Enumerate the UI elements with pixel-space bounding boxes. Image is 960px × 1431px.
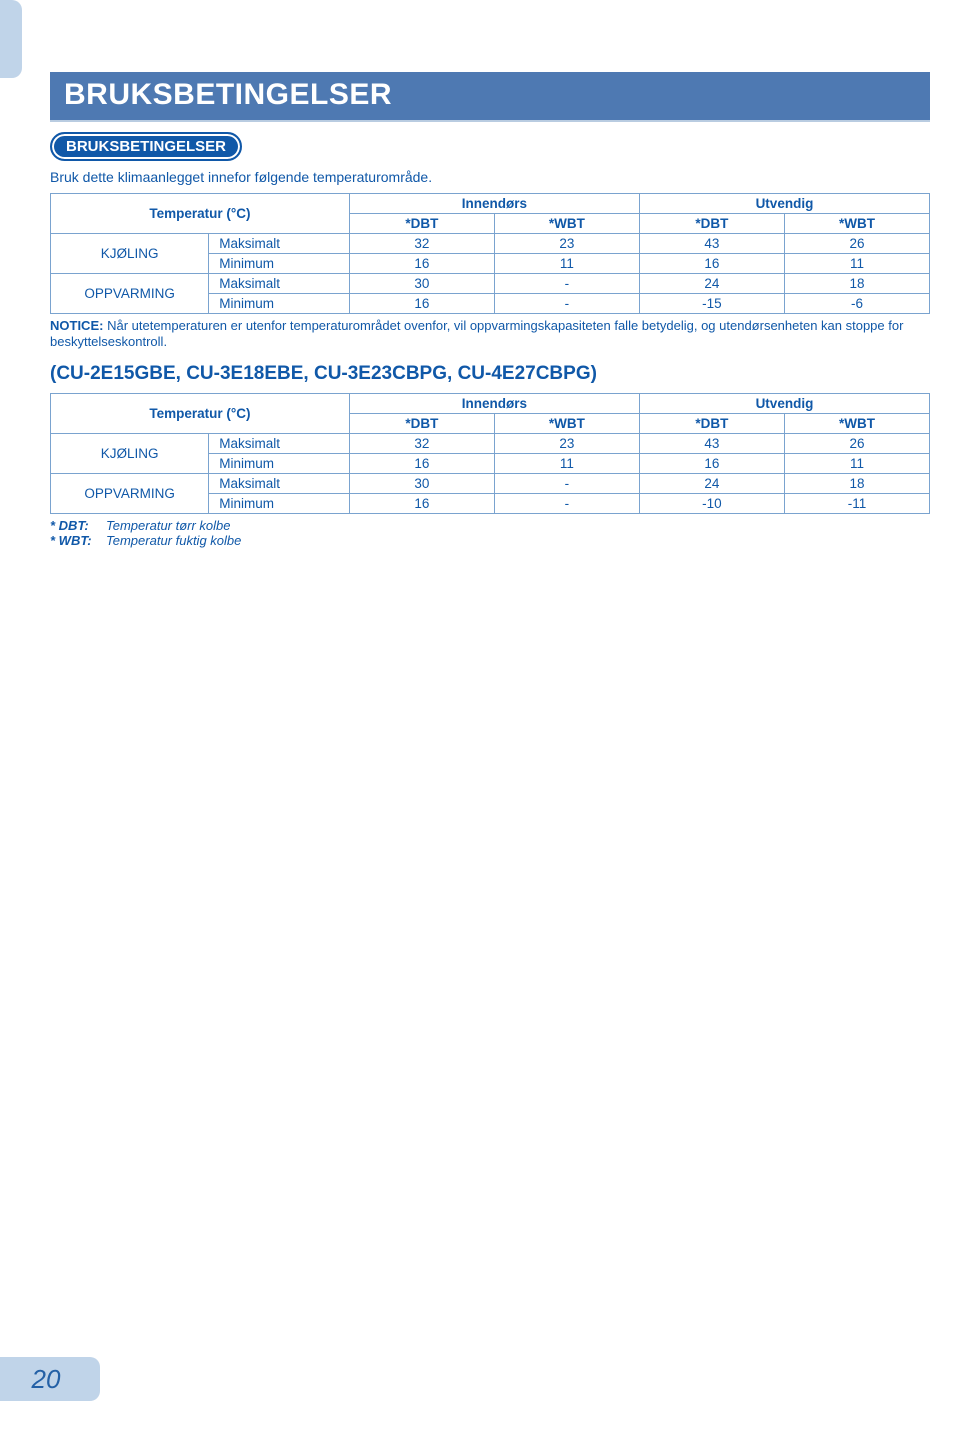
cell-max: Maksimalt	[209, 473, 350, 493]
footnote-wbt-key: * WBT:	[50, 533, 106, 548]
cell: -11	[784, 493, 929, 513]
cell: 16	[349, 453, 494, 473]
cell: 26	[784, 234, 929, 254]
notice-body: Når utetemperaturen er utenfor temperatu…	[50, 318, 903, 349]
cell: -	[494, 294, 639, 314]
header-dbt-out: *DBT	[639, 214, 784, 234]
footnotes: * DBT:Temperatur tørr kolbe * WBT:Temper…	[50, 518, 930, 548]
header-wbt-out: *WBT	[784, 214, 929, 234]
cell: 11	[494, 254, 639, 274]
cell: 16	[349, 493, 494, 513]
cell: 18	[784, 473, 929, 493]
header-temperature: Temperatur (°C)	[51, 194, 350, 234]
cell: 11	[784, 453, 929, 473]
cell: 43	[639, 433, 784, 453]
header-dbt-in: *DBT	[349, 214, 494, 234]
cell-min: Minimum	[209, 453, 350, 473]
cell: 16	[639, 453, 784, 473]
cell: 30	[349, 473, 494, 493]
cell-min: Minimum	[209, 254, 350, 274]
footnote-dbt-val: Temperatur tørr kolbe	[106, 518, 231, 533]
notice-text: NOTICE: Når utetemperaturen er utenfor t…	[50, 318, 930, 351]
cell: 30	[349, 274, 494, 294]
cell: 23	[494, 433, 639, 453]
row-cooling: KJØLING	[51, 433, 209, 473]
cell: 16	[349, 254, 494, 274]
cell-max: Maksimalt	[209, 274, 350, 294]
row-heating: OPPVARMING	[51, 274, 209, 314]
cell: 18	[784, 274, 929, 294]
footnote-wbt-val: Temperatur fuktig kolbe	[106, 533, 241, 548]
cell: -	[494, 274, 639, 294]
cell: 43	[639, 234, 784, 254]
cell: 11	[494, 453, 639, 473]
cell: -	[494, 473, 639, 493]
cell: -	[494, 493, 639, 513]
header-outdoor: Utvendig	[639, 194, 929, 214]
cell-min: Minimum	[209, 493, 350, 513]
row-heating: OPPVARMING	[51, 473, 209, 513]
cell: -10	[639, 493, 784, 513]
page-number: 20	[0, 1357, 100, 1401]
title-bar: BRUKSBETINGELSER	[50, 72, 930, 122]
header-temperature: Temperatur (°C)	[51, 393, 350, 433]
intro-text: Bruk dette klimaanlegget innefor følgend…	[50, 169, 930, 185]
cell-max: Maksimalt	[209, 234, 350, 254]
header-dbt-out: *DBT	[639, 413, 784, 433]
cell: -15	[639, 294, 784, 314]
cell: 16	[349, 294, 494, 314]
models-heading: (CU-2E15GBE, CU-3E18EBE, CU-3E23CBPG, CU…	[50, 363, 930, 385]
header-wbt-in: *WBT	[494, 214, 639, 234]
row-cooling: KJØLING	[51, 234, 209, 274]
cell: 23	[494, 234, 639, 254]
cell: 26	[784, 433, 929, 453]
cell: -6	[784, 294, 929, 314]
temperature-table-1: Temperatur (°C) Innendørs Utvendig *DBT …	[50, 193, 930, 314]
notice-label: NOTICE:	[50, 318, 103, 333]
cell-min: Minimum	[209, 294, 350, 314]
side-tab	[0, 0, 22, 78]
header-dbt-in: *DBT	[349, 413, 494, 433]
subtitle-pill: BRUKSBETINGELSER	[50, 132, 242, 161]
header-wbt-out: *WBT	[784, 413, 929, 433]
footnote-dbt-key: * DBT:	[50, 518, 106, 533]
temperature-table-2: Temperatur (°C) Innendørs Utvendig *DBT …	[50, 393, 930, 514]
header-indoor: Innendørs	[349, 194, 639, 214]
cell: 24	[639, 473, 784, 493]
cell: 32	[349, 433, 494, 453]
cell-max: Maksimalt	[209, 433, 350, 453]
cell: 16	[639, 254, 784, 274]
cell: 32	[349, 234, 494, 254]
header-wbt-in: *WBT	[494, 413, 639, 433]
cell: 24	[639, 274, 784, 294]
cell: 11	[784, 254, 929, 274]
header-indoor: Innendørs	[349, 393, 639, 413]
page-content: BRUKSBETINGELSER BRUKSBETINGELSER Bruk d…	[50, 72, 930, 548]
header-outdoor: Utvendig	[639, 393, 929, 413]
